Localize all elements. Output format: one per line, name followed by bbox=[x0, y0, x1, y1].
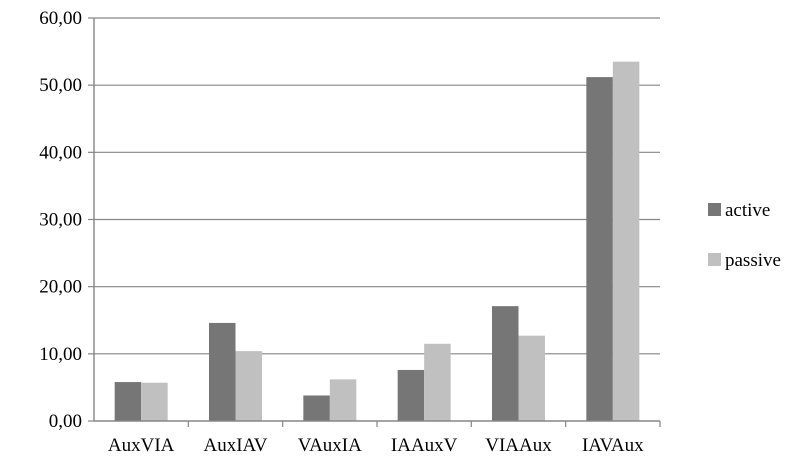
x-tick-label: VIAAux bbox=[485, 435, 552, 456]
legend-swatch-passive bbox=[708, 253, 721, 266]
x-tick-label: AuxVIA bbox=[108, 435, 175, 456]
y-tick-label: 40,00 bbox=[39, 142, 82, 163]
y-tick-label: 0,00 bbox=[49, 411, 82, 432]
bar-passive-AuxVIA bbox=[141, 382, 168, 421]
legend-label-passive: passive bbox=[725, 250, 781, 271]
y-tick-label: 20,00 bbox=[39, 277, 82, 298]
legend-label-active: active bbox=[725, 200, 770, 221]
x-tick-label: IAAuxV bbox=[391, 435, 458, 456]
bar-active-VIAAux bbox=[492, 306, 519, 421]
bar-active-IAVAux bbox=[586, 77, 613, 422]
y-tick-label: 50,00 bbox=[39, 75, 82, 96]
bar-passive-VAuxIA bbox=[329, 379, 357, 421]
y-tick-label: 30,00 bbox=[39, 210, 82, 231]
bar-passive-AuxIAV bbox=[235, 351, 262, 421]
x-tick-label: AuxIAV bbox=[203, 435, 267, 456]
axes bbox=[88, 17, 661, 427]
bar-passive-IAVAux bbox=[612, 61, 640, 422]
gridlines bbox=[94, 17, 660, 355]
legend: active passive bbox=[708, 200, 781, 271]
x-tick-label: IAVAux bbox=[582, 435, 644, 456]
bar-active-AuxIAV bbox=[209, 322, 236, 421]
bars bbox=[114, 61, 640, 422]
y-axis-tick-labels: 0,00 10,00 20,00 30,00 40,00 50,00 60,00 bbox=[39, 8, 82, 432]
x-tick-label: VAuxIA bbox=[298, 435, 362, 456]
bar-active-VAuxIA bbox=[303, 395, 330, 421]
x-axis-tick-labels: AuxVIA AuxIAV VAuxIA IAAuxV VIAAux IAVAux bbox=[108, 435, 644, 456]
y-tick-label: 60,00 bbox=[39, 8, 82, 29]
bar-passive-IAAuxV bbox=[424, 343, 451, 421]
bar-active-AuxVIA bbox=[114, 382, 142, 421]
bar-active-IAAuxV bbox=[397, 369, 425, 421]
legend-swatch-active bbox=[708, 203, 721, 216]
bar-passive-VIAAux bbox=[518, 335, 545, 421]
y-tick-label: 10,00 bbox=[39, 344, 82, 365]
